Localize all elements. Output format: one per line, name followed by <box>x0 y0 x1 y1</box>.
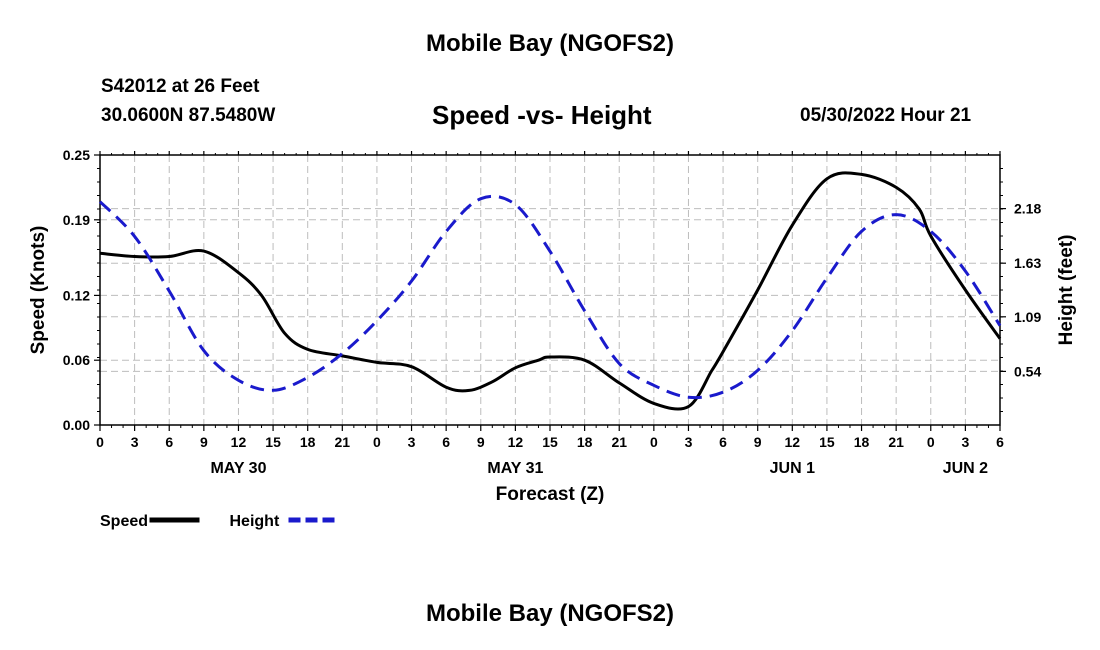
legend-label-height: Height <box>230 513 280 530</box>
chart-subtitle: Speed -vs- Height <box>432 100 652 130</box>
x-tick-label: 21 <box>888 434 904 450</box>
y-tick-label: 0.06 <box>63 352 90 368</box>
x-tick-label: 21 <box>335 434 351 450</box>
x-tick-label: 6 <box>996 434 1004 450</box>
chart-series <box>98 171 1002 411</box>
date-label: MAY 30 <box>210 460 266 477</box>
chart-title: Mobile Bay (NGOFS2) <box>425 30 675 57</box>
x-tick-label: 15 <box>542 434 558 450</box>
x-tick-label: 3 <box>685 434 693 450</box>
x-tick-label: 9 <box>754 434 762 450</box>
y2-tick-label: 1.09 <box>1014 309 1041 325</box>
x-tick-label: 18 <box>854 434 870 450</box>
footer-title: Mobile Bay (NGOFS2) <box>425 600 675 627</box>
series-line-height <box>98 194 1002 400</box>
y-tick-label: 0.00 <box>63 417 90 433</box>
x-tick-label: 9 <box>200 434 208 450</box>
x-tick-label: 18 <box>300 434 316 450</box>
x-tick-label: 18 <box>577 434 593 450</box>
y-tick-label: 0.19 <box>63 212 90 228</box>
x-tick-label: 0 <box>373 434 381 450</box>
y-tick-label: 0.12 <box>63 287 90 303</box>
x-axis-title: Forecast (Z) <box>496 484 605 505</box>
chart-grid <box>100 155 1000 425</box>
date-label: JUN 1 <box>770 460 815 477</box>
x-tick-label: 6 <box>442 434 450 450</box>
x-tick-label: 21 <box>611 434 627 450</box>
y2-tick-label: 1.63 <box>1014 255 1041 271</box>
x-tick-label: 15 <box>265 434 281 450</box>
date-label: MAY 31 <box>487 460 543 477</box>
series-line-speed <box>99 171 1002 411</box>
x-tick-label: 3 <box>961 434 969 450</box>
station-label: S42012 at 26 Feet <box>101 76 260 97</box>
y2-tick-label: 0.54 <box>1014 363 1041 379</box>
x-tick-label: 3 <box>408 434 416 450</box>
x-tick-label: 15 <box>819 434 835 450</box>
x-tick-label: 12 <box>785 434 801 450</box>
station-coordinates: 30.0600N 87.5480W <box>101 105 276 126</box>
x-tick-label: 9 <box>477 434 485 450</box>
x-tick-label: 6 <box>719 434 727 450</box>
legend-label-speed: Speed <box>100 513 148 530</box>
x-tick-label: 3 <box>131 434 139 450</box>
y2-tick-label: 2.18 <box>1014 201 1041 217</box>
x-tick-label: 0 <box>96 434 104 450</box>
x-tick-label: 0 <box>927 434 935 450</box>
x-tick-label: 0 <box>650 434 658 450</box>
x-tick-label: 6 <box>165 434 173 450</box>
axis-labels: 0 3 6 9 12 15 18 21 0 3 6 9 12 15 18 21 0 3 6 9 12 15 18 21 0 3 6 0… <box>28 147 1077 505</box>
speed-height-chart: 0 3 6 9 12 15 18 21 0 3 6 9 12 15 18 21 0 3 6 9 12 15 18 21 0 3 6 0… <box>28 147 1077 530</box>
y-tick-label: 0.25 <box>63 147 90 163</box>
x-tick-label: 12 <box>231 434 247 450</box>
y-axis-title: Speed (Knots) <box>28 226 49 355</box>
axis-ticks <box>94 151 1006 431</box>
forecast-datetime: 05/30/2022 Hour 21 <box>800 105 972 126</box>
y2-axis-title: Height (feet) <box>1056 235 1077 346</box>
x-tick-label: 12 <box>508 434 524 450</box>
chart-legend: Speed Height <box>100 513 339 530</box>
date-label: JUN 2 <box>943 460 988 477</box>
